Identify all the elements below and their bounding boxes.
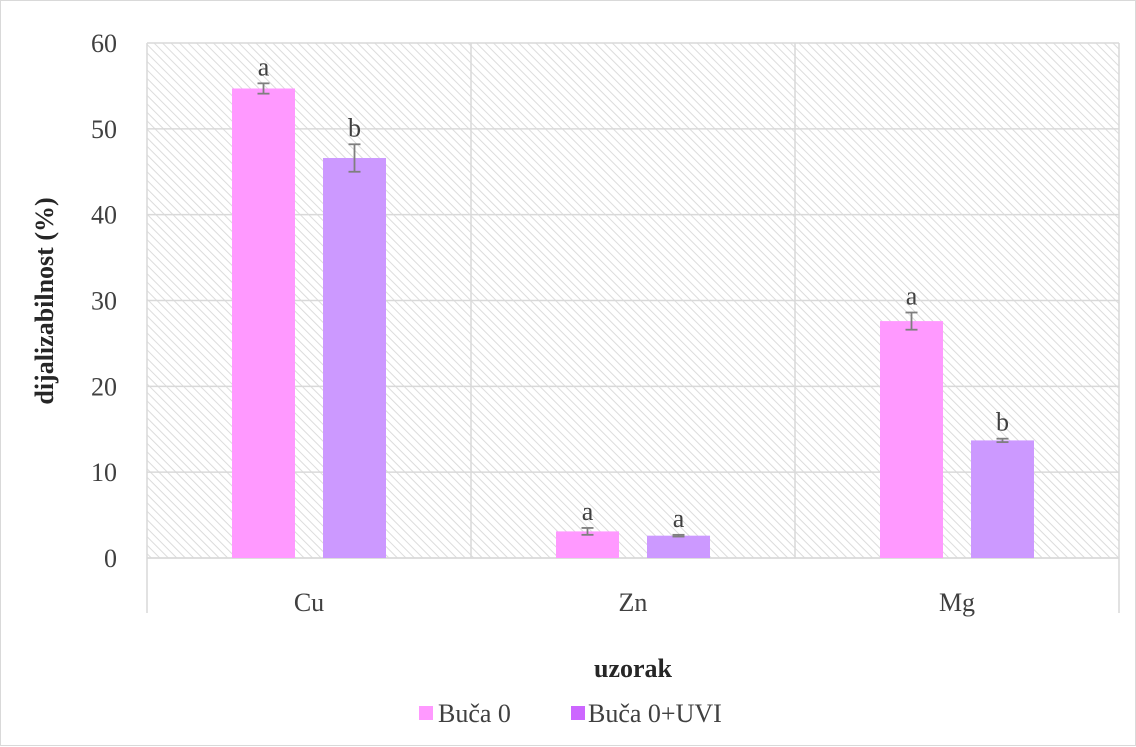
significance-label: a (673, 504, 685, 533)
y-tick-label: 10 (91, 458, 117, 487)
x-tick-label: Mg (939, 588, 975, 617)
bar (556, 531, 619, 558)
significance-label: b (996, 408, 1009, 437)
y-tick-label: 30 (91, 287, 117, 316)
bar (971, 440, 1034, 558)
y-tick-label: 40 (91, 201, 117, 230)
significance-label: a (906, 282, 918, 311)
bar (880, 321, 943, 558)
legend-label-1: Buča 0+UVI (588, 699, 722, 728)
y-tick-label: 60 (91, 29, 117, 58)
legend-label-0: Buča 0 (438, 699, 511, 728)
significance-label: a (582, 497, 594, 526)
significance-label: a (258, 52, 270, 81)
y-tick-label: 0 (104, 544, 117, 573)
y-tick-label: 50 (91, 115, 117, 144)
legend-marker-0 (419, 706, 433, 720)
axes: 0 10 20 30 40 50 60 Cu Zn Mg (91, 29, 1119, 617)
bar (232, 88, 295, 558)
bars: a b a a a b (232, 52, 1034, 558)
legend: Buča 0 Buča 0+UVI (419, 699, 722, 728)
y-tick-label: 20 (91, 372, 117, 401)
legend-marker-1 (571, 706, 585, 720)
bar (323, 158, 386, 558)
gridlines (146, 42, 1120, 613)
x-tick-label: Zn (619, 588, 648, 617)
y-axis-title: dijalizabilnost (%) (30, 197, 59, 404)
x-axis-title: uzorak (594, 654, 673, 683)
x-tick-label: Cu (294, 588, 324, 617)
significance-label: b (348, 113, 361, 142)
bar (647, 535, 710, 558)
